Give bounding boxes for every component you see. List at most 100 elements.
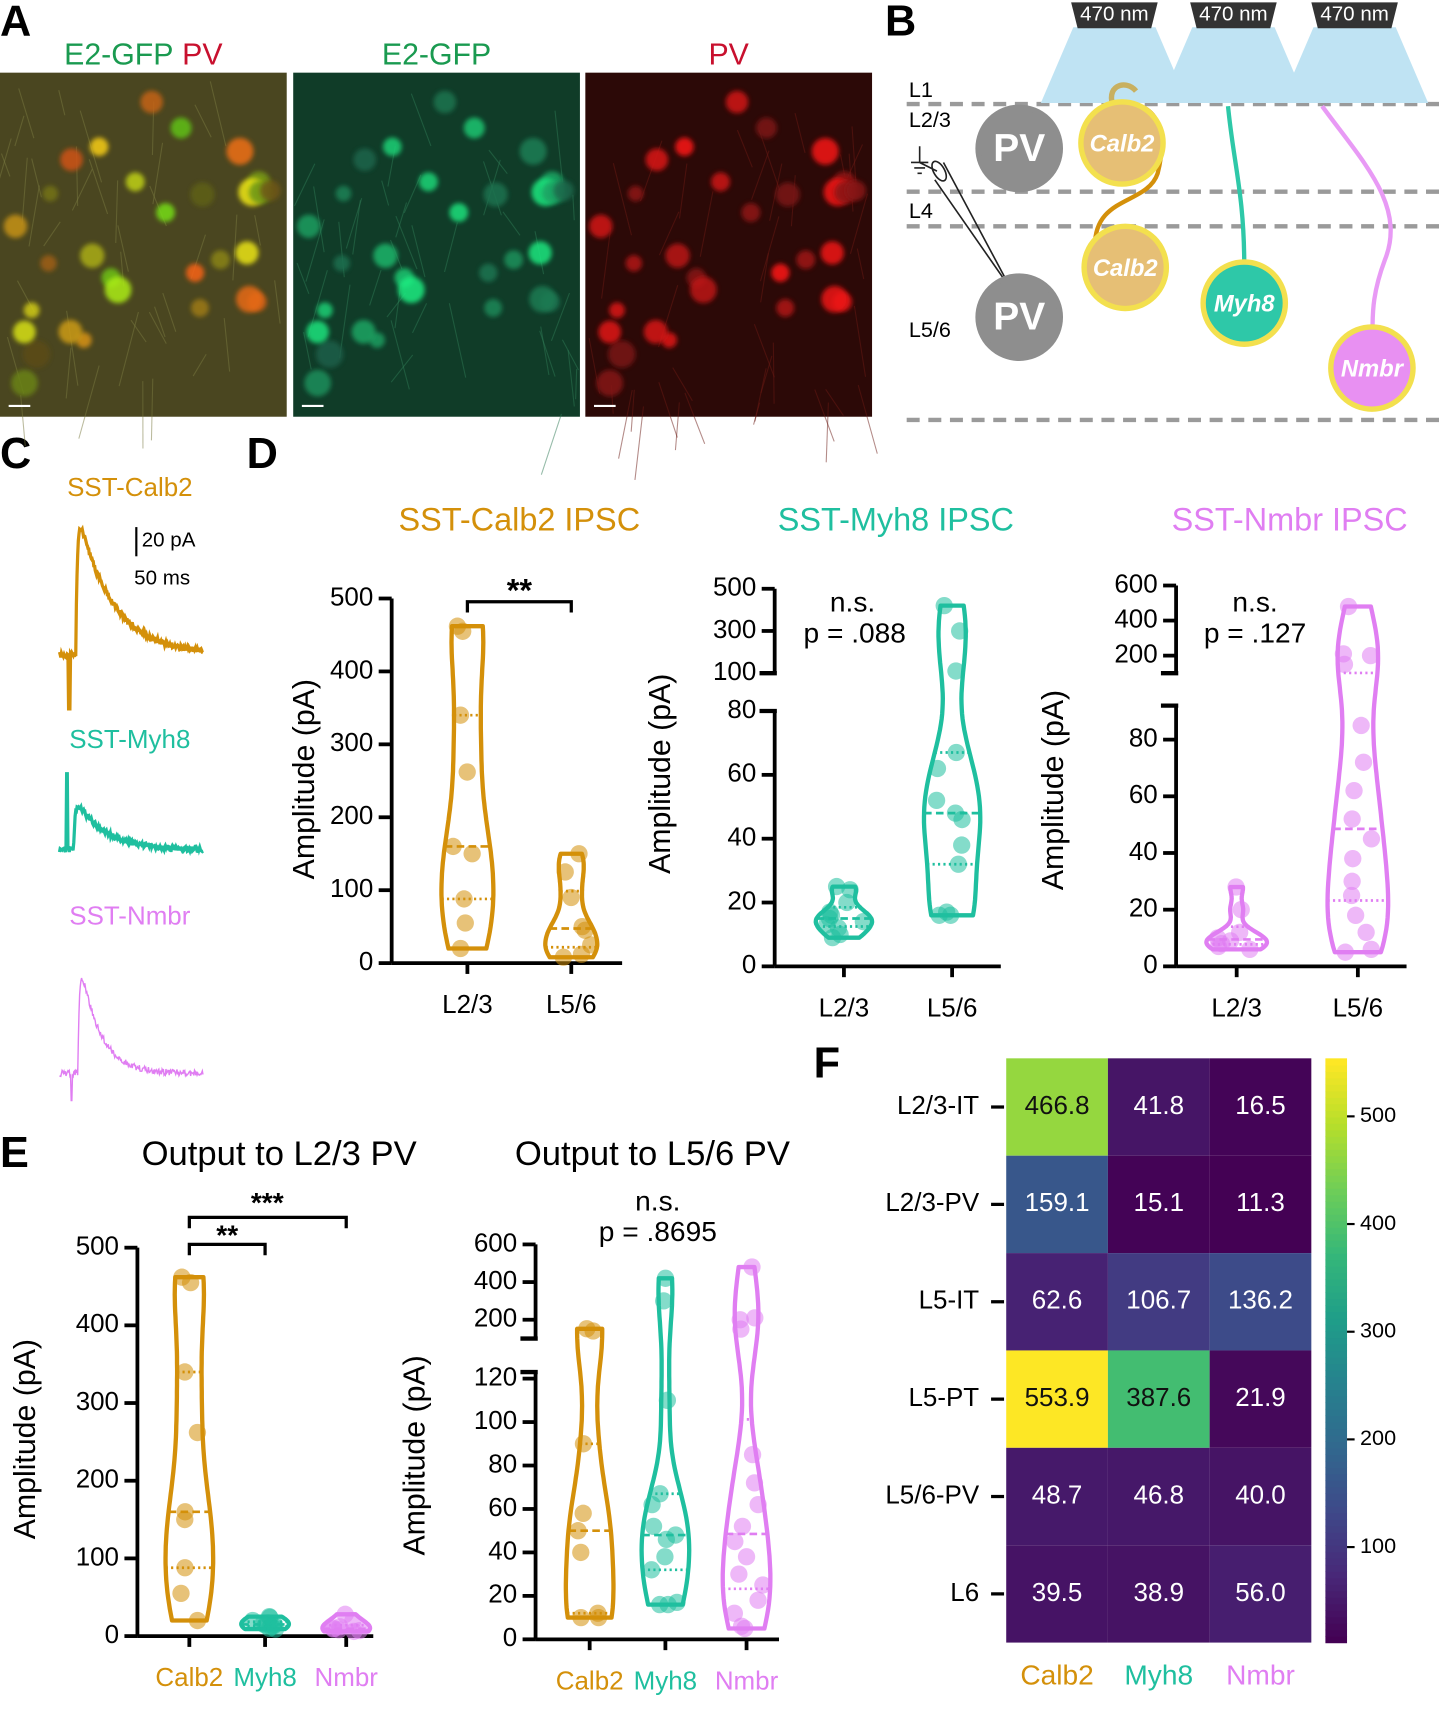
y-tick-label: 60: [488, 1492, 517, 1522]
annotation: n.s.: [635, 1186, 680, 1217]
colorbar-band: [1325, 1064, 1348, 1072]
scale-label: 50 ms: [134, 566, 190, 589]
trace: [59, 977, 204, 1102]
colorbar-band: [1325, 1272, 1348, 1280]
data-point: [749, 1591, 767, 1609]
data-point: [953, 836, 971, 854]
data-point: [1339, 597, 1358, 616]
cell-body: [609, 302, 625, 319]
colorbar-band: [1325, 1454, 1348, 1462]
fiber: [296, 262, 310, 294]
cell-body: [156, 203, 175, 222]
x-tick-label: L5/6: [927, 992, 978, 1022]
cell-body: [433, 90, 457, 114]
layer-label: L2/3: [909, 107, 951, 132]
data-point: [456, 914, 474, 932]
data-point: [589, 1608, 608, 1627]
colorbar-band: [1325, 1460, 1348, 1468]
cell-body: [211, 250, 230, 270]
chart-title: Output to L5/6 PV: [515, 1135, 790, 1173]
cell-body: [42, 185, 59, 202]
data-point: [444, 837, 462, 856]
cell-body: [665, 243, 690, 268]
x-tick-label: Myh8: [634, 1665, 697, 1695]
fiber: [0, 138, 12, 179]
fiber: [539, 330, 556, 377]
colorbar-band: [1325, 1499, 1348, 1507]
cell-body: [235, 241, 259, 265]
cell-body: [351, 319, 376, 344]
fiber: [554, 110, 564, 183]
y-tick-label: 500: [76, 1231, 119, 1261]
fiber: [303, 332, 312, 370]
panel-label: C: [0, 430, 31, 478]
neuron: [1081, 223, 1170, 312]
data-point: [572, 945, 591, 964]
y-tick-label: 100: [76, 1541, 119, 1571]
data-point: [451, 706, 470, 724]
cell-body: [104, 276, 132, 304]
neuron: [1200, 259, 1289, 347]
cell-body: [373, 243, 398, 268]
y-tick-label: 200: [1114, 638, 1157, 668]
data-point: [574, 1504, 592, 1522]
data-point: [642, 1561, 661, 1579]
fiber: [152, 142, 164, 205]
colorbar-band: [1325, 1285, 1348, 1293]
data-point: [458, 763, 476, 781]
data-point: [746, 1309, 764, 1327]
colorbar-band: [1325, 1584, 1348, 1592]
fiber: [117, 225, 129, 272]
y-axis-label: Amplitude (pA): [9, 1339, 42, 1539]
data-point: [854, 913, 873, 931]
row-label: L5-IT: [919, 1285, 980, 1315]
colorbar-band: [1325, 1149, 1348, 1157]
layer-label: L1: [909, 77, 933, 102]
fiber: [672, 367, 693, 402]
chart-title: SST-Myh8 IPSC: [778, 501, 1014, 537]
violin: [720, 1264, 773, 1631]
data-point: [737, 1548, 756, 1566]
cell-body: [140, 90, 163, 114]
fiber: [772, 342, 775, 404]
data-point: [1209, 937, 1228, 956]
cell-label: 159.1: [1025, 1187, 1090, 1217]
heatmap-cell: [1006, 1155, 1108, 1254]
y-tick-label: 100: [474, 1405, 517, 1435]
y-tick-label: 0: [503, 1622, 517, 1652]
fiber: [488, 149, 508, 175]
colorbar-band: [1325, 1207, 1348, 1215]
cell-body: [627, 185, 644, 202]
cell-label: 136.2: [1228, 1285, 1293, 1315]
cell-body: [58, 319, 83, 344]
fiber: [572, 194, 575, 221]
fiber: [232, 214, 238, 281]
data-point: [726, 1532, 744, 1551]
panel-label: E: [0, 1129, 29, 1177]
fiber: [612, 163, 632, 236]
y-tick-label: 400: [474, 1265, 517, 1295]
cell-body: [845, 180, 866, 201]
fiber: [502, 211, 521, 236]
heatmap-cell: [1107, 1058, 1210, 1156]
cell-body: [226, 137, 254, 165]
cell-body: [11, 369, 38, 397]
cell-body: [675, 137, 694, 157]
data-point: [1357, 923, 1375, 942]
fiber: [339, 284, 351, 359]
y-tick-label: 0: [105, 1619, 119, 1649]
y-axis-label: Amplitude (pA): [288, 679, 321, 879]
colorbar-band: [1325, 1525, 1348, 1533]
cell-label: 11.3: [1236, 1187, 1285, 1217]
cell-body: [625, 255, 643, 272]
trace-label: SST-Nmbr: [69, 901, 190, 931]
cell-body: [529, 285, 556, 313]
y-tick-label: 20: [488, 1579, 517, 1609]
x-tick-label: L2/3: [1211, 992, 1262, 1022]
data-point: [643, 1495, 661, 1514]
row-label: L2/3-PV: [885, 1187, 979, 1217]
fiber: [395, 215, 418, 270]
fiber: [630, 389, 635, 432]
cell-body: [484, 299, 503, 317]
colorbar-band: [1325, 1434, 1348, 1442]
